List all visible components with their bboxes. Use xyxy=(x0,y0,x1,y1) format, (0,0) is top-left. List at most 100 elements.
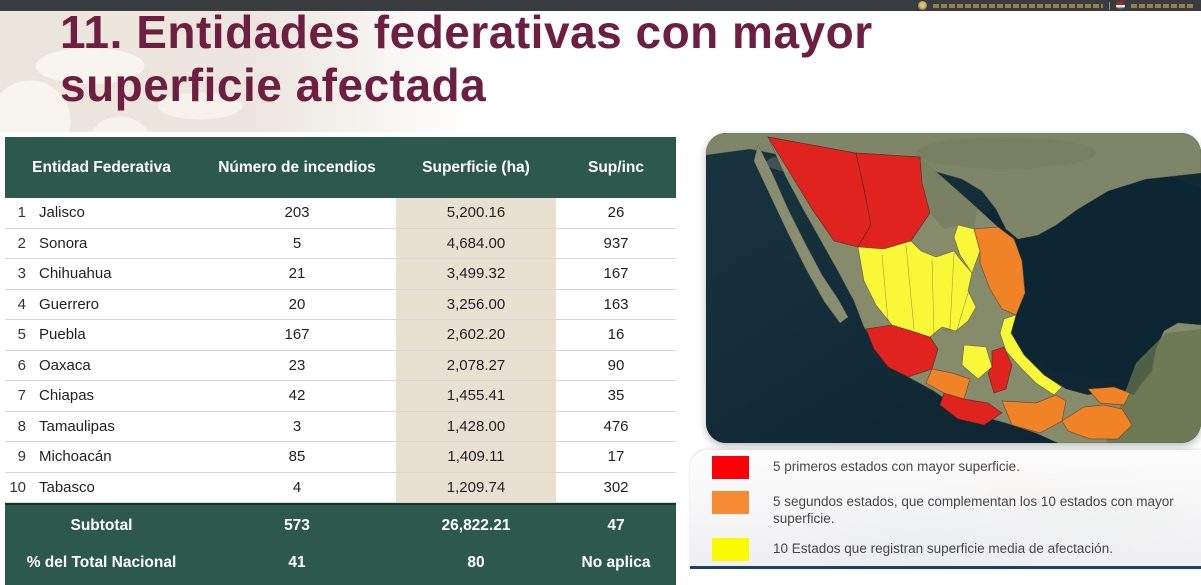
red-states-group xyxy=(767,136,1013,426)
incendios-cell: 4 xyxy=(292,478,302,496)
superficie-cell: 1,209.74 xyxy=(396,472,556,502)
rank-cell: 3 xyxy=(17,265,26,283)
superficie-cell: 1,428.00 xyxy=(396,411,556,441)
supinc-cell: 16 xyxy=(607,326,625,344)
legend-item-red: 5 primeros estados con mayor superficie. xyxy=(712,456,1020,479)
entidad-cell: Tabasco xyxy=(39,478,95,496)
legend-text: 5 primeros estados con mayor superficie. xyxy=(773,459,1020,474)
entidad-cell: Oaxaca xyxy=(39,356,91,374)
table-header-row: Entidad Federativa Número de incendios S… xyxy=(5,137,676,198)
incendios-cell: 3 xyxy=(292,417,302,435)
supinc-cell: 302 xyxy=(603,478,629,496)
supinc-cell: 163 xyxy=(603,295,629,313)
incendios-cell: 21 xyxy=(288,265,306,283)
entidad-cell: Puebla xyxy=(39,326,86,344)
supinc-cell: 17 xyxy=(607,448,625,466)
agency-seal-icon xyxy=(1116,1,1125,10)
secretaria-name-text xyxy=(933,3,1103,8)
state-tamaulipas xyxy=(973,226,1026,316)
entidad-cell: Michoacán xyxy=(39,448,112,466)
supinc-cell: 937 xyxy=(603,234,629,252)
state-tabasco xyxy=(1087,386,1131,406)
legend-item-orange: 5 segundos estados, que complementan los… xyxy=(712,491,1193,527)
legend-text: 10 Estados que registran superficie medi… xyxy=(773,541,1113,556)
entidad-cell: Guerrero xyxy=(39,295,100,313)
table-row: 9 Michoacán 85 1,409.11 17 xyxy=(5,442,676,473)
table-row: 6 Oaxaca 23 2,078.27 90 xyxy=(5,350,676,381)
incendios-cell: 5 xyxy=(292,234,302,252)
state-puebla xyxy=(987,346,1013,394)
superficie-cell: 3,256.00 xyxy=(396,289,556,319)
rank-cell: 6 xyxy=(17,356,26,374)
table-row: 2 Sonora 5 4,684.00 937 xyxy=(5,228,676,259)
legend-item-yellow: 10 Estados que registran superficie medi… xyxy=(712,538,1113,561)
pct-label: % del Total Nacional xyxy=(26,553,177,571)
rank-cell: 9 xyxy=(17,448,26,466)
yellow-swatch-icon xyxy=(712,538,749,561)
mexico-map xyxy=(706,133,1201,443)
col-header-superficie: Superficie (ha) xyxy=(422,158,530,176)
col-header-supinc: Sup/inc xyxy=(588,158,644,176)
incendios-cell: 42 xyxy=(288,387,306,405)
supinc-cell: 26 xyxy=(607,204,625,222)
table-row: 5 Puebla 167 2,602.20 16 xyxy=(5,320,676,351)
top-bar xyxy=(0,0,1201,11)
table-row: 7 Chiapas 42 1,455.41 35 xyxy=(5,381,676,412)
superficie-cell: 4,684.00 xyxy=(396,228,556,258)
rank-cell: 5 xyxy=(17,326,26,344)
pct-superficie: 80 xyxy=(467,553,485,571)
state-oaxaca xyxy=(1001,394,1067,434)
agency-name-text xyxy=(1131,3,1193,8)
state-guerrero xyxy=(939,392,1003,426)
incendios-cell: 203 xyxy=(284,204,310,222)
rank-cell: 1 xyxy=(17,204,26,222)
subtotal-superficie: 26,822.21 xyxy=(441,516,511,534)
entidad-cell: Sonora xyxy=(39,234,88,252)
table-row: 10 Tabasco 4 1,209.74 302 xyxy=(5,472,676,503)
state-michoacan xyxy=(925,368,971,400)
table-row: 1 Jalisco 203 5,200.16 26 xyxy=(5,198,676,229)
table-footer: Subtotal 573 26,822.21 47 % del Total Na… xyxy=(5,503,676,585)
incendios-cell: 20 xyxy=(288,295,306,313)
orange-swatch-icon xyxy=(712,491,749,514)
state-mexico-hidalgo xyxy=(961,344,993,380)
rank-cell: 4 xyxy=(17,295,26,313)
supinc-cell: 476 xyxy=(603,417,629,435)
superficie-cell: 2,602.20 xyxy=(396,320,556,350)
rank-cell: 10 xyxy=(9,478,26,496)
yellow-states-group xyxy=(857,224,1063,396)
superficie-cell: 5,200.16 xyxy=(396,198,556,228)
incendios-cell: 167 xyxy=(284,326,310,344)
orange-states-group xyxy=(925,226,1133,440)
bottom-divider xyxy=(690,566,1201,569)
state-borders xyxy=(881,244,969,336)
entidad-cell: Tamaulipas xyxy=(39,417,115,435)
superficie-cell: 1,455.41 xyxy=(396,381,556,411)
col-header-entidad: Entidad Federativa xyxy=(32,158,171,176)
table-row: 4 Guerrero 20 3,256.00 163 xyxy=(5,289,676,320)
state-veracruz xyxy=(999,314,1063,396)
supinc-cell: 35 xyxy=(607,387,625,405)
rank-cell: 2 xyxy=(17,234,26,252)
state-chiapas xyxy=(1061,404,1133,440)
mexico-map-svg xyxy=(706,133,1201,443)
rank-cell: 8 xyxy=(17,417,26,435)
col-header-incendios: Número de incendios xyxy=(218,158,376,176)
fires-table: Entidad Federativa Número de incendios S… xyxy=(5,137,676,585)
entidad-cell: Chihuahua xyxy=(39,265,112,283)
page-title-line1: 11. Entidades federativas con mayor xyxy=(60,6,873,58)
pct-incendios: 41 xyxy=(288,553,306,571)
supinc-cell: 90 xyxy=(607,356,625,374)
superficie-cell: 3,499.32 xyxy=(396,259,556,289)
subtotal-incendios: 573 xyxy=(284,516,310,534)
watermark-band xyxy=(0,11,470,132)
rank-cell: 7 xyxy=(17,387,26,405)
page-title: 11. Entidades federativas con mayor super… xyxy=(60,6,1060,112)
map-legend: 5 primeros estados con mayor superficie.… xyxy=(690,450,1201,569)
entidad-cell: Jalisco xyxy=(39,204,85,222)
entidad-cell: Chiapas xyxy=(39,387,95,405)
legend-text: 5 segundos estados, que complementan los… xyxy=(773,494,1174,526)
subtotal-label: Subtotal xyxy=(70,516,133,534)
superficie-cell: 2,078.27 xyxy=(396,350,556,380)
